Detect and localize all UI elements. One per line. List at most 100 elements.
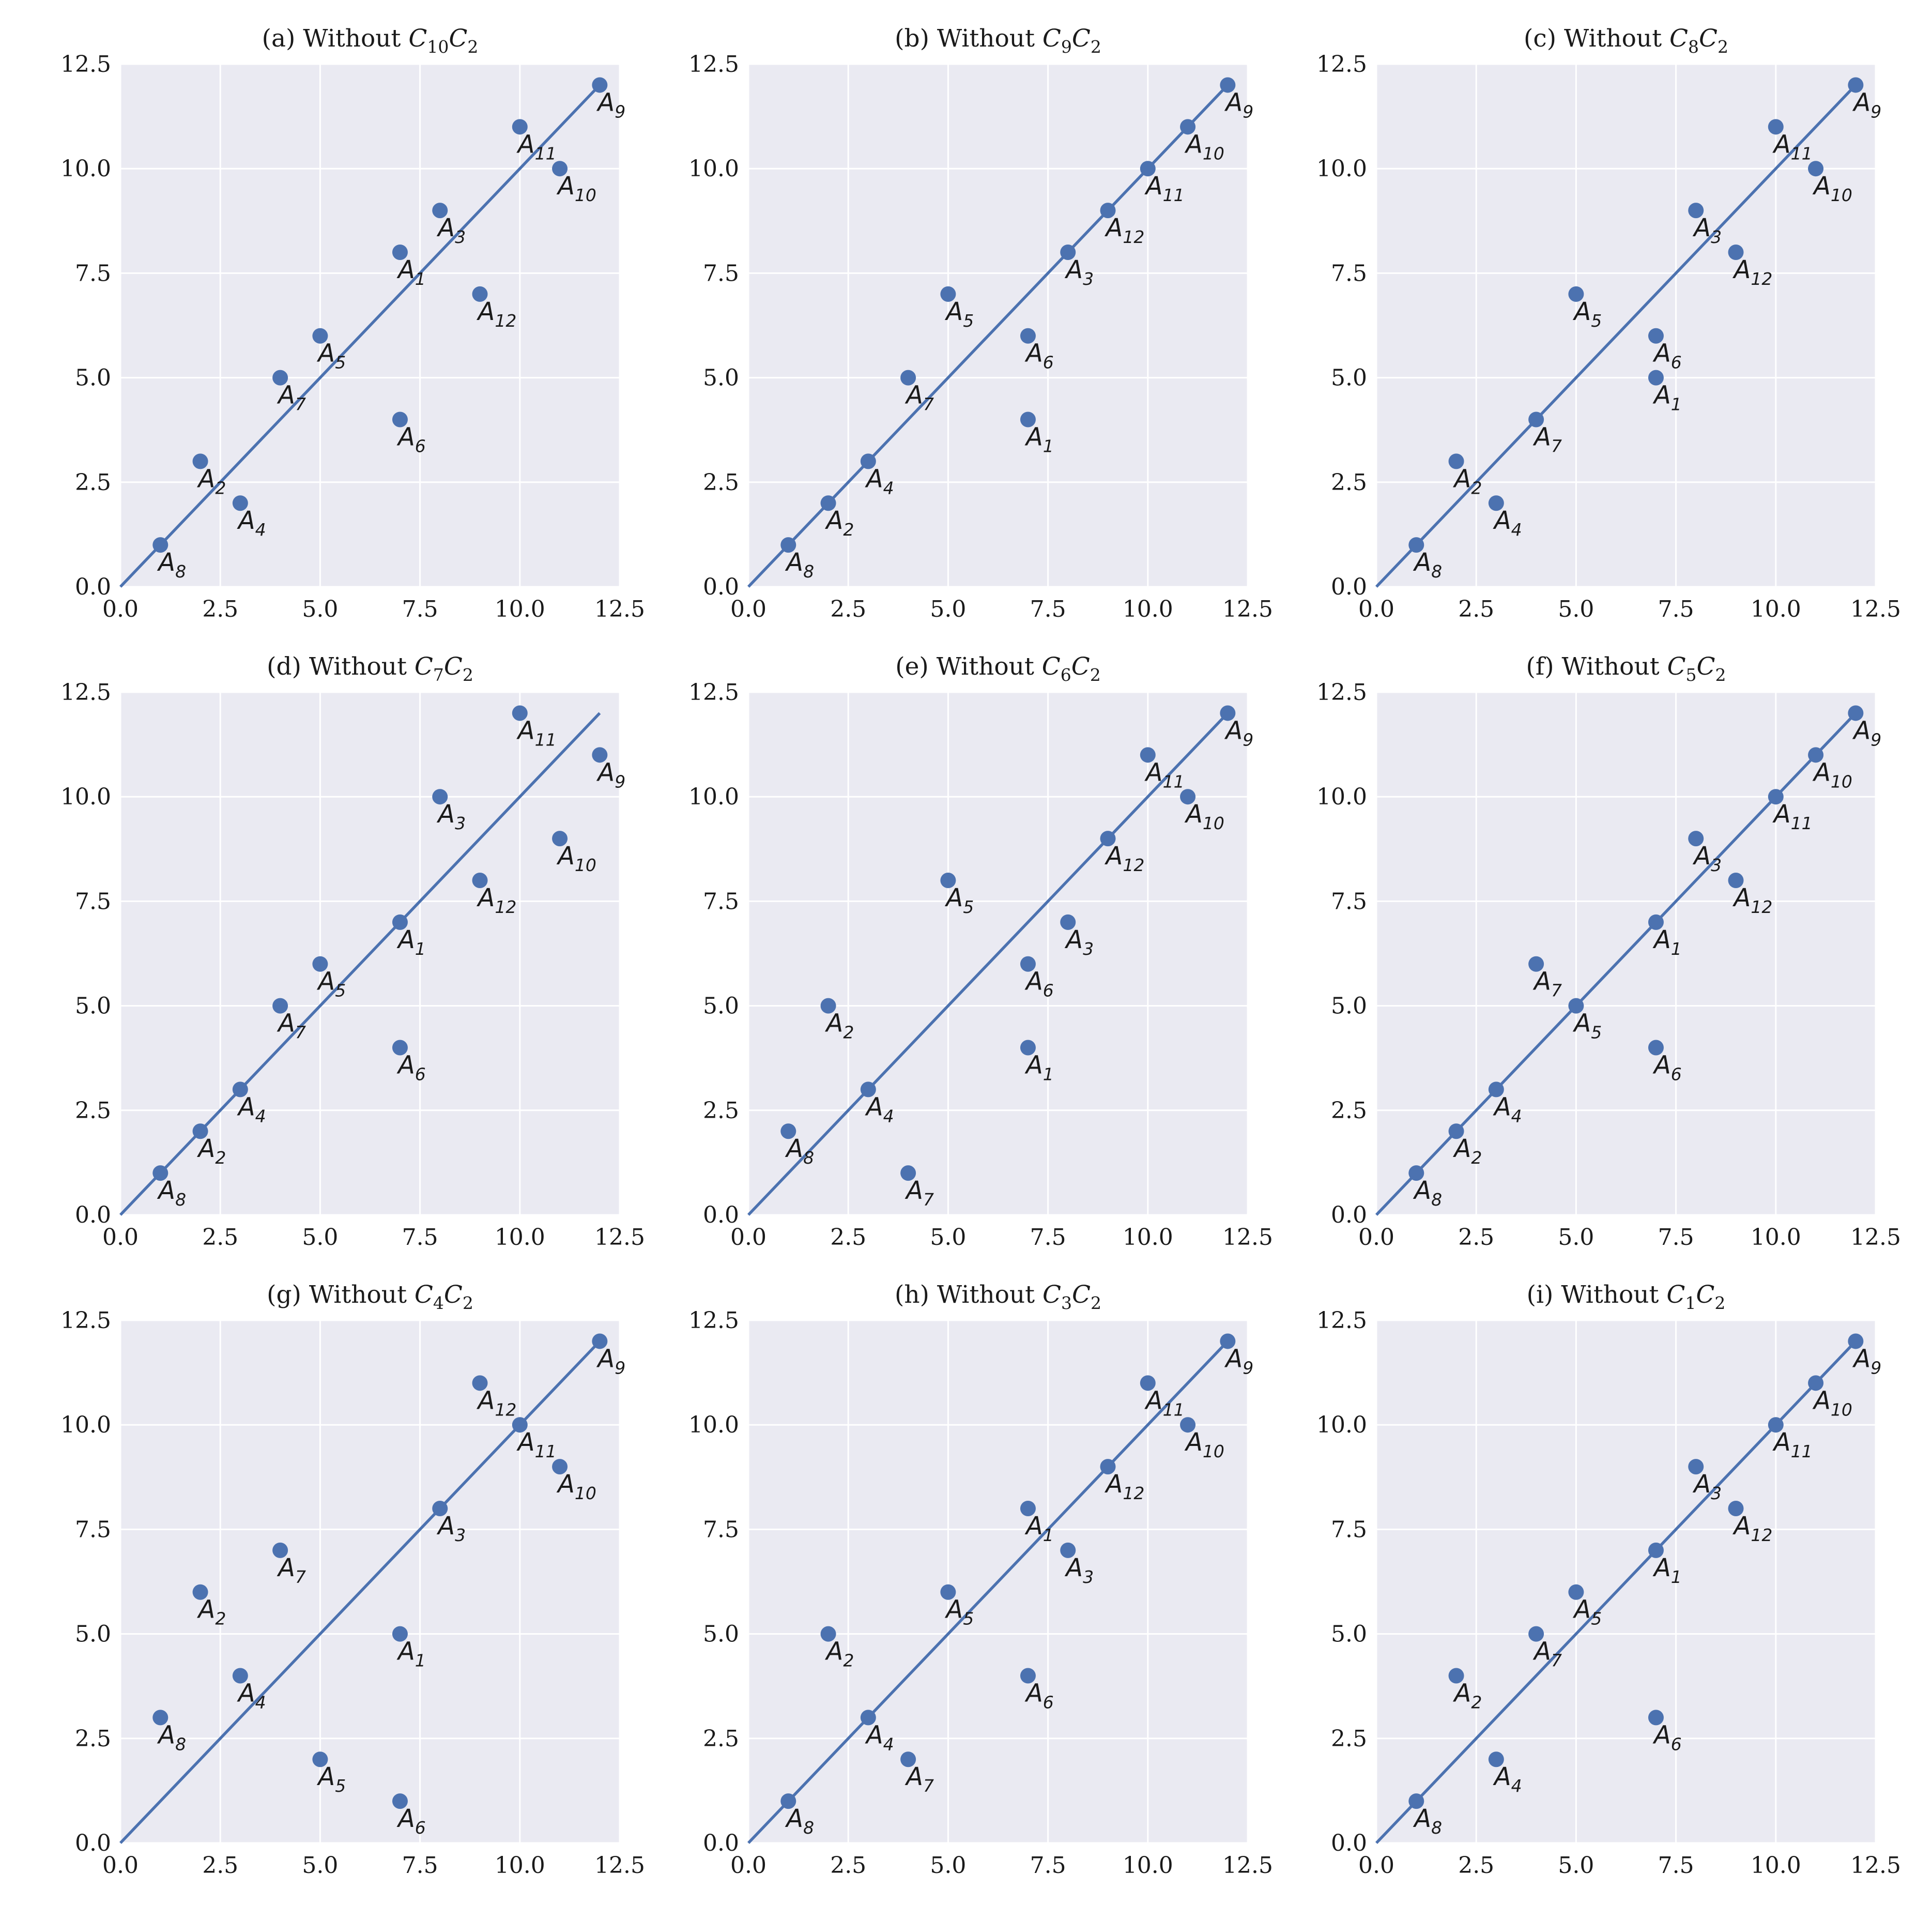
x-tick-label: 0.0 — [1358, 1852, 1394, 1879]
point-label-a12: A12 — [477, 1386, 517, 1420]
y-tick-label: 0.0 — [703, 1830, 739, 1856]
point-label-a6: A6 — [396, 1050, 426, 1084]
point-label-a11: A11 — [1772, 130, 1813, 163]
data-point-a8 — [1408, 1793, 1424, 1809]
x-tick-label: 2.5 — [830, 1852, 866, 1879]
point-label-a4: A4 — [237, 1092, 266, 1126]
reference-line — [747, 1340, 1229, 1844]
point-label-a1: A1 — [1024, 1512, 1054, 1545]
x-tick-label: 10.0 — [495, 1224, 545, 1251]
data-point-a8 — [1408, 1165, 1424, 1181]
data-point-a1 — [392, 244, 408, 260]
y-tick-label: 12.5 — [60, 679, 111, 706]
data-point-a5 — [1568, 286, 1584, 302]
panel-title: (g) Without C4C2 — [267, 1281, 473, 1313]
point-label-a9: A9 — [1224, 1344, 1253, 1378]
y-tick-label: 7.5 — [75, 260, 111, 286]
data-point-a4 — [232, 1081, 248, 1098]
data-point-a10 — [1180, 119, 1196, 135]
point-label-a9: A9 — [1224, 88, 1253, 121]
x-tick-label: 7.5 — [1658, 1224, 1694, 1251]
point-label-a4: A4 — [865, 1092, 894, 1126]
panel-title: (f) Without C5C2 — [1526, 652, 1726, 685]
x-tick-label: 10.0 — [1751, 1852, 1801, 1879]
panel-f: 0.0 2.5 5.0 7.5 10.0 12.5 0.0 2.5 5.0 7.5 10.0 12.5… — [1316, 652, 1901, 1251]
y-tick-label: 0.0 — [75, 1202, 111, 1228]
x-tick-label: 10.0 — [1751, 596, 1801, 622]
point-label-a7: A7 — [904, 1176, 934, 1210]
point-label-a1: A1 — [1652, 925, 1682, 959]
y-tick-label: 2.5 — [75, 1726, 111, 1752]
x-tick-label: 10.0 — [1751, 1224, 1801, 1251]
y-tick-label: 10.0 — [1316, 1412, 1367, 1438]
point-label-a8: A8 — [1413, 1804, 1442, 1838]
point-label-a12: A12 — [477, 297, 517, 331]
x-tick-label: 12.5 — [594, 596, 645, 622]
data-point-a4 — [860, 1710, 876, 1726]
panel-title: (i) Without C1C2 — [1527, 1281, 1726, 1313]
x-tick-label: 7.5 — [402, 1224, 438, 1251]
y-tick-label: 5.0 — [75, 993, 111, 1019]
y-tick-label: 10.0 — [60, 1412, 111, 1438]
data-point-a5 — [312, 956, 328, 972]
point-label-a3: A3 — [436, 214, 466, 247]
y-tick-label: 2.5 — [75, 469, 111, 496]
data-point-a3 — [1688, 1459, 1704, 1475]
point-label-a11: A11 — [516, 716, 557, 750]
data-point-a9 — [1220, 705, 1236, 721]
point-label-a6: A6 — [1024, 967, 1054, 1001]
data-point-a8 — [1408, 537, 1424, 553]
data-point-a9 — [1220, 77, 1236, 93]
y-tick-label: 12.5 — [1316, 1307, 1367, 1334]
data-point-a4 — [860, 453, 876, 469]
x-tick-label: 7.5 — [1030, 1224, 1066, 1251]
data-point-a5 — [1568, 1584, 1584, 1600]
data-point-a11 — [1768, 789, 1784, 805]
point-label-a5: A5 — [316, 339, 346, 373]
point-label-a10: A10 — [1812, 172, 1852, 205]
panel-h: 0.0 2.5 5.0 7.5 10.0 12.5 0.0 2.5 5.0 7.5 10.0 12.5… — [688, 1281, 1273, 1879]
point-label-a12: A12 — [1105, 214, 1145, 247]
y-tick-label: 7.5 — [75, 1516, 111, 1543]
y-tick-label: 7.5 — [1331, 888, 1367, 915]
data-point-a1 — [392, 1626, 408, 1642]
data-point-a3 — [1688, 831, 1704, 847]
point-label-a3: A3 — [1692, 214, 1722, 247]
y-tick-label: 5.0 — [75, 365, 111, 391]
data-point-a10 — [1808, 1375, 1824, 1391]
y-tick-label: 5.0 — [75, 1621, 111, 1648]
point-label-a12: A12 — [1732, 255, 1773, 289]
data-point-a7 — [1528, 956, 1544, 972]
x-tick-label: 2.5 — [830, 596, 866, 622]
data-point-a2 — [820, 1626, 836, 1642]
x-tick-label: 5.0 — [930, 1224, 966, 1251]
panel-g: 0.0 2.5 5.0 7.5 10.0 12.5 0.0 2.5 5.0 7.5 10.0 12.5… — [60, 1281, 645, 1879]
y-tick-label: 5.0 — [1331, 365, 1367, 391]
point-label-a12: A12 — [1105, 842, 1145, 875]
point-label-a4: A4 — [237, 1679, 266, 1712]
data-point-a8 — [152, 1710, 168, 1726]
data-point-a4 — [232, 495, 248, 511]
data-point-a11 — [1140, 1375, 1156, 1391]
point-label-a2: A2 — [825, 506, 854, 540]
data-point-a12 — [1728, 244, 1744, 260]
point-label-a8: A8 — [1413, 1176, 1442, 1210]
point-label-a1: A1 — [1652, 1553, 1682, 1587]
y-tick-label: 7.5 — [703, 888, 739, 915]
reference-line — [1375, 84, 1857, 588]
y-tick-label: 7.5 — [1331, 260, 1367, 286]
data-point-a2 — [192, 453, 208, 469]
point-label-a10: A10 — [556, 1470, 596, 1503]
data-point-a5 — [312, 1751, 328, 1767]
data-point-a1 — [1020, 412, 1036, 428]
y-tick-label: 10.0 — [1316, 784, 1367, 810]
data-point-a9 — [592, 77, 608, 93]
data-point-a11 — [1768, 1417, 1784, 1433]
data-point-a7 — [900, 370, 916, 386]
y-tick-label: 0.0 — [75, 574, 111, 600]
point-label-a4: A4 — [1493, 506, 1522, 540]
y-tick-label: 12.5 — [1316, 51, 1367, 78]
x-tick-label: 0.0 — [730, 1224, 766, 1251]
y-tick-label: 12.5 — [688, 51, 739, 78]
y-tick-label: 0.0 — [75, 1830, 111, 1856]
